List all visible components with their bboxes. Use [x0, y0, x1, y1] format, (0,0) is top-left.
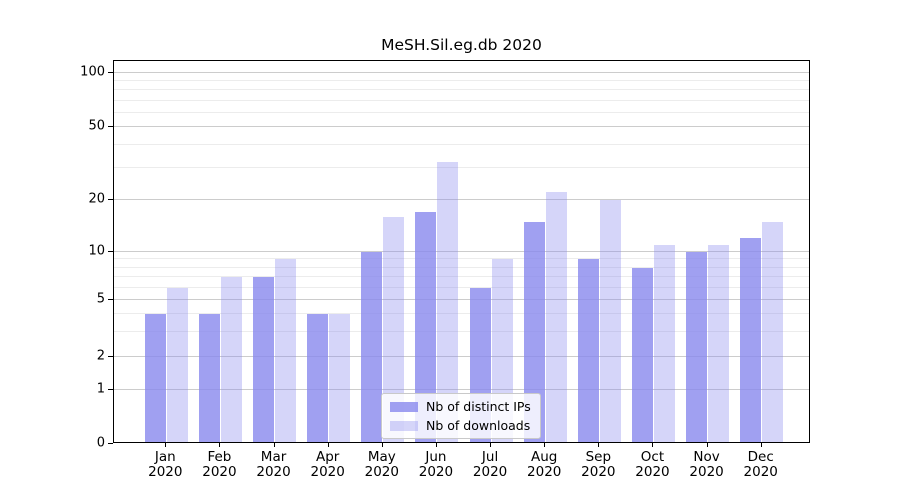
bar-nb-of-distinct-ips-may-2020	[361, 252, 383, 442]
x-tick-mark-jan-2020	[165, 443, 167, 447]
gridline-major-2	[114, 355, 809, 357]
bar-nb-of-downloads-jun-2020	[437, 162, 459, 442]
gridline-major-20	[114, 198, 809, 200]
legend-swatch-distinct-ips	[390, 401, 418, 412]
gridline-minor-6	[114, 286, 809, 288]
bar-nb-of-downloads-sep-2020	[599, 199, 621, 442]
x-tick-label-may-2020: May 2020	[364, 449, 399, 480]
bar-nb-of-distinct-ips-jan-2020	[144, 314, 166, 442]
y-tick-mark-100	[108, 72, 113, 74]
gridline-minor-60	[114, 111, 809, 113]
y-tick-label-50: 50	[88, 118, 105, 134]
x-tick-label-nov-2020: Nov 2020	[689, 449, 724, 480]
x-tick-mark-feb-2020	[219, 443, 221, 447]
gridline-minor-30	[114, 166, 809, 168]
gridline-minor-9	[114, 258, 809, 260]
bar-nb-of-downloads-aug-2020	[545, 192, 567, 442]
x-tick-label-apr-2020: Apr 2020	[310, 449, 345, 480]
bar-nb-of-downloads-dec-2020	[762, 221, 784, 442]
x-tick-mark-jul-2020	[490, 443, 492, 447]
gridline-major-50	[114, 125, 809, 127]
y-tick-mark-50	[108, 125, 113, 127]
x-tick-label-dec-2020: Dec 2020	[743, 449, 778, 480]
y-tick-label-0: 0	[96, 435, 105, 451]
x-tick-label-jan-2020: Jan 2020	[148, 449, 183, 480]
chart-title: MeSH.Sil.eg.db 2020	[381, 36, 542, 54]
x-tick-label-aug-2020: Aug 2020	[527, 449, 562, 480]
gridline-major-10	[114, 251, 809, 252]
x-tick-mark-may-2020	[381, 443, 383, 447]
gridline-major-5	[114, 299, 809, 301]
y-tick-mark-0	[108, 443, 113, 444]
x-tick-label-jul-2020: Jul 2020	[472, 449, 508, 480]
bar-nb-of-downloads-oct-2020	[653, 244, 675, 442]
bar-nb-of-downloads-nov-2020	[708, 244, 730, 442]
y-tick-label-100: 100	[80, 64, 105, 80]
gridline-minor-3	[114, 330, 809, 332]
bar-nb-of-distinct-ips-mar-2020	[253, 276, 275, 442]
x-tick-label-oct-2020: Oct 2020	[635, 449, 670, 480]
gridline-minor-40	[114, 143, 809, 145]
bar-nb-of-distinct-ips-oct-2020	[631, 267, 653, 442]
bar-nb-of-downloads-jan-2020	[166, 287, 188, 442]
x-tick-mark-nov-2020	[706, 443, 708, 447]
y-tick-mark-20	[108, 198, 113, 200]
legend: Nb of distinct IPs Nb of downloads	[381, 393, 541, 439]
gridline-major-100	[114, 72, 809, 74]
bar-nb-of-distinct-ips-dec-2020	[740, 238, 762, 442]
gridline-major-1	[114, 389, 809, 391]
bar-nb-of-downloads-apr-2020	[329, 314, 351, 442]
y-tick-mark-5	[108, 299, 113, 301]
bar-nb-of-distinct-ips-aug-2020	[523, 221, 545, 442]
x-tick-mark-dec-2020	[760, 443, 762, 447]
legend-label-downloads: Nb of downloads	[426, 418, 531, 433]
gridline-minor-70	[114, 99, 809, 101]
x-tick-label-feb-2020: Feb 2020	[202, 449, 237, 480]
y-tick-label-2: 2	[96, 348, 105, 364]
bar-nb-of-distinct-ips-feb-2020	[198, 314, 220, 442]
bar-nb-of-distinct-ips-sep-2020	[577, 259, 599, 442]
y-tick-label-20: 20	[88, 191, 105, 207]
legend-entry-distinct-ips: Nb of distinct IPs	[390, 399, 531, 414]
plot-area: Nb of distinct IPs Nb of downloads	[113, 60, 810, 443]
bar-nb-of-downloads-may-2020	[383, 216, 405, 442]
y-tick-mark-2	[108, 355, 113, 357]
x-tick-mark-aug-2020	[544, 443, 546, 447]
legend-entry-downloads: Nb of downloads	[390, 418, 531, 433]
y-tick-label-5: 5	[96, 291, 105, 307]
gridline-minor-80	[114, 89, 809, 91]
y-tick-label-1: 1	[96, 381, 105, 397]
gridline-minor-90	[114, 80, 809, 82]
bar-nb-of-downloads-feb-2020	[220, 276, 242, 442]
x-tick-mark-oct-2020	[652, 443, 654, 447]
x-tick-label-mar-2020: Mar 2020	[256, 449, 291, 480]
gridline-minor-8	[114, 266, 809, 268]
legend-label-distinct-ips: Nb of distinct IPs	[426, 399, 531, 414]
bar-nb-of-distinct-ips-nov-2020	[686, 252, 708, 442]
gridline-minor-7	[114, 275, 809, 277]
x-tick-label-sep-2020: Sep 2020	[581, 449, 616, 480]
bar-nb-of-downloads-mar-2020	[275, 259, 297, 442]
x-tick-mark-mar-2020	[273, 443, 275, 447]
gridline-minor-4	[114, 313, 809, 315]
bar-nb-of-distinct-ips-apr-2020	[307, 314, 329, 442]
y-tick-label-10: 10	[88, 243, 105, 259]
x-tick-mark-apr-2020	[327, 443, 329, 447]
x-tick-mark-sep-2020	[598, 443, 600, 447]
y-tick-mark-1	[108, 389, 113, 391]
x-tick-mark-jun-2020	[435, 443, 437, 447]
y-tick-mark-10	[108, 251, 113, 252]
bar-nb-of-distinct-ips-jun-2020	[415, 212, 437, 442]
x-tick-label-jun-2020: Jun 2020	[418, 449, 454, 480]
legend-swatch-downloads	[390, 420, 418, 431]
